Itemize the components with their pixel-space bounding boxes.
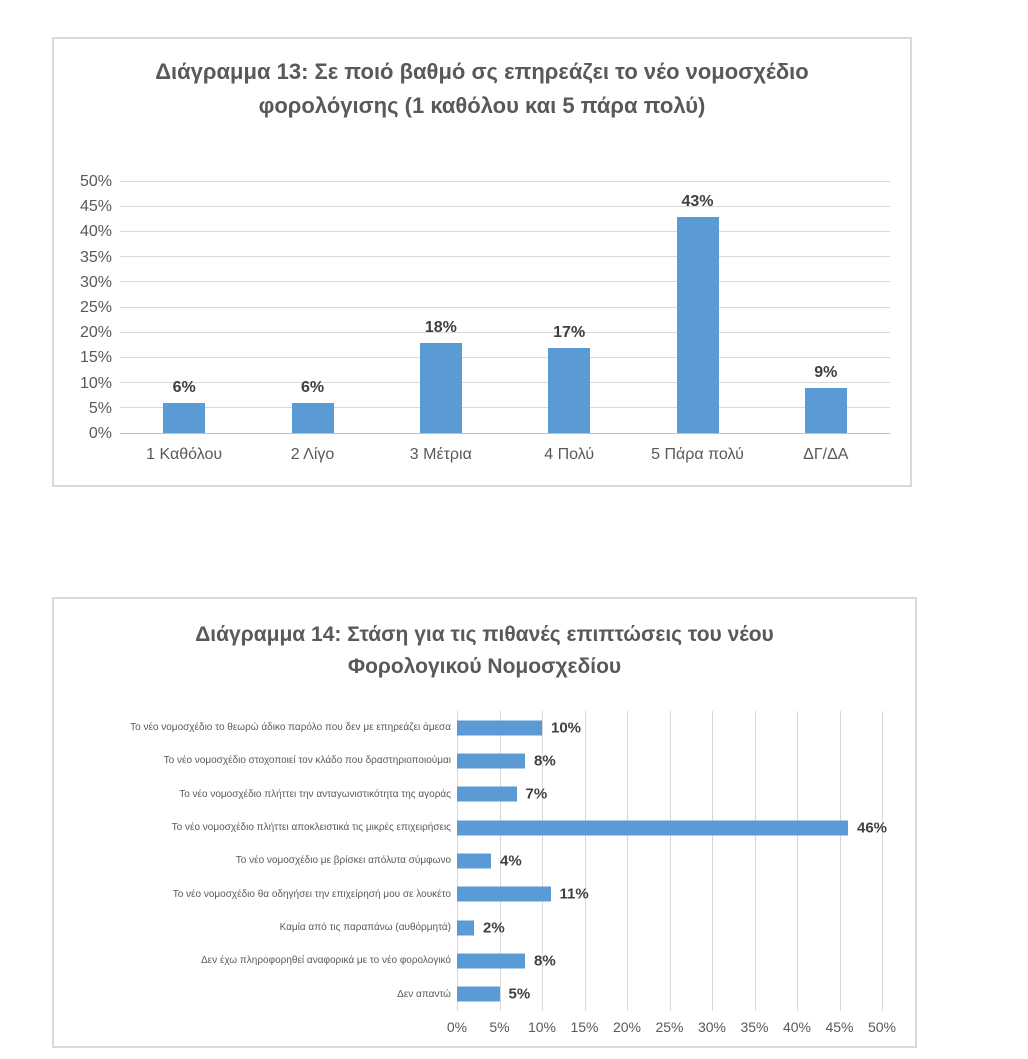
bar bbox=[457, 886, 551, 902]
bar bbox=[457, 720, 542, 736]
y-category-label: Το νέο νομοσχέδιο πλήττει αποκλειστικά τ… bbox=[171, 822, 451, 834]
y-category-label: Το νέο νομοσχέδιο πλήττει την ανταγωνιστ… bbox=[179, 788, 451, 800]
x-category-label: ΔΓ/ΔΑ bbox=[803, 446, 849, 463]
bar-value-label: 11% bbox=[559, 885, 589, 903]
x-tick-label: 20% bbox=[612, 1019, 642, 1035]
bar-value-label: 46% bbox=[857, 819, 888, 837]
y-category-label: Καμία από τις παραπάνω (αυθόρμητά) bbox=[279, 922, 451, 934]
gridline bbox=[754, 711, 756, 1011]
x-category-label: 2 Λίγο bbox=[290, 446, 335, 463]
y-tick-label: 20% bbox=[79, 324, 112, 342]
bar-value-label: 5% bbox=[508, 985, 531, 1003]
y-category-label: Το νέο νομοσχέδιο το θεωρώ άδικο παρόλο … bbox=[130, 722, 451, 734]
x-tick-label: 30% bbox=[697, 1019, 727, 1035]
gridline bbox=[839, 711, 841, 1011]
bar-value-label: 17% bbox=[553, 323, 586, 341]
bar bbox=[291, 402, 334, 433]
chart14-title: Διάγραμμα 14: Στάση για τις πιθανές επιπ… bbox=[195, 623, 774, 678]
chart14-plot-area: 10% 8% 7% 46% 4% 11% 2% 8% 5% bbox=[457, 711, 887, 1011]
x-tick-label: 0% bbox=[446, 1019, 468, 1035]
x-tick-label: 50% bbox=[867, 1019, 897, 1035]
x-category-label: 5 Πάρα πολύ bbox=[651, 446, 744, 463]
y-tick-label: 40% bbox=[79, 223, 112, 241]
gridline bbox=[120, 181, 890, 182]
y-category-label: Το νέο νομοσχέδιο θα οδηγήσει την επιχεί… bbox=[172, 888, 451, 900]
bar bbox=[457, 986, 500, 1002]
bar-value-label: 43% bbox=[681, 193, 714, 211]
bar-value-label: 4% bbox=[500, 852, 522, 870]
x-category-label: 1 Καθόλου bbox=[146, 446, 223, 463]
bar-value-label: 6% bbox=[172, 378, 196, 396]
y-category-label: Το νέο νομοσχέδιο με βρίσκει απόλυτα σύμ… bbox=[235, 855, 451, 867]
x-tick-label: 40% bbox=[782, 1019, 812, 1035]
x-tick-label: 10% bbox=[527, 1019, 557, 1035]
bar-value-label: 8% bbox=[534, 752, 556, 770]
x-tick-label: 5% bbox=[489, 1019, 510, 1035]
bar bbox=[804, 387, 847, 433]
chart14-panel: Διάγραμμα 14: Στάση για τις πιθανές επιπ… bbox=[52, 597, 917, 1048]
x-category-label: 3 Μέτρια bbox=[409, 446, 472, 463]
y-tick-label: 5% bbox=[88, 399, 112, 417]
y-tick-label: 30% bbox=[79, 273, 112, 291]
bar-value-label: 7% bbox=[525, 785, 548, 803]
bar bbox=[457, 753, 525, 769]
y-tick-label: 45% bbox=[79, 198, 112, 216]
bar-value-label: 10% bbox=[551, 719, 582, 737]
gridline bbox=[120, 306, 890, 308]
bar-value-label: 2% bbox=[483, 919, 505, 937]
x-tick-label: 15% bbox=[570, 1019, 599, 1035]
bar-value-label: 18% bbox=[424, 318, 457, 336]
gridline bbox=[669, 711, 671, 1011]
bar bbox=[419, 342, 462, 433]
gridline bbox=[120, 256, 890, 258]
chart13-plot-area: 6% 6% 18% 17% 43% 9% bbox=[120, 181, 890, 434]
x-tick-label: 45% bbox=[825, 1019, 854, 1035]
gridline bbox=[542, 711, 543, 1011]
x-category-label: 4 Πολύ bbox=[544, 446, 595, 463]
bar bbox=[457, 920, 474, 936]
bar-value-label: 9% bbox=[814, 363, 838, 381]
x-tick-label: 25% bbox=[655, 1019, 684, 1035]
gridline bbox=[882, 711, 883, 1011]
y-category-label: Το νέο νομοσχέδιο στοχοποιεί τον κλάδο π… bbox=[163, 755, 451, 767]
bar bbox=[457, 820, 848, 836]
bar bbox=[163, 402, 206, 433]
y-tick-label: 50% bbox=[79, 173, 112, 190]
y-tick-label: 35% bbox=[79, 248, 112, 266]
gridline bbox=[627, 711, 628, 1011]
chart13-title: Διάγραμμα 13: Σε ποιό βαθμό σς επηρεάζει… bbox=[155, 59, 809, 119]
gridline bbox=[120, 406, 890, 408]
gridline bbox=[120, 356, 890, 358]
gridline bbox=[797, 711, 798, 1011]
bar bbox=[676, 217, 719, 433]
x-tick-label: 35% bbox=[740, 1019, 769, 1035]
gridline bbox=[712, 711, 713, 1011]
bar bbox=[457, 786, 517, 802]
bar-value-label: 8% bbox=[534, 952, 556, 970]
chart13-y-axis-labels: 0% 5% 10% 15% 20% 25% 30% 35% 40% 45% 50% bbox=[54, 174, 112, 442]
y-category-label: Δεν απαντώ bbox=[397, 988, 451, 1000]
bar bbox=[548, 347, 591, 433]
y-tick-label: 15% bbox=[79, 349, 112, 367]
gridline bbox=[120, 281, 890, 283]
gridline bbox=[120, 381, 890, 383]
chart14-category-labels: Το νέο νομοσχέδιο το θεωρώ άδικο παρόλο … bbox=[59, 711, 451, 1011]
chart14-x-axis-ticks: 0% 5% 10% 15% 20% 25% 30% 35% 40% 45% 50% bbox=[447, 1019, 896, 1037]
chart13-panel: Διάγραμμα 13: Σε ποιό βαθμό σς επηρεάζει… bbox=[52, 37, 912, 487]
bar bbox=[457, 853, 491, 869]
gridline bbox=[120, 231, 890, 233]
bar-value-label: 6% bbox=[300, 378, 325, 396]
gridline bbox=[499, 711, 501, 1011]
y-tick-label: 0% bbox=[88, 425, 112, 442]
gridline bbox=[120, 206, 890, 208]
gridline bbox=[120, 331, 890, 333]
y-tick-label: 10% bbox=[79, 374, 112, 392]
chart13-x-axis-labels: 1 Καθόλου 2 Λίγο 3 Μέτρια 4 Πολύ 5 Πάρα πολύ… bbox=[120, 446, 890, 464]
gridline bbox=[584, 711, 586, 1011]
y-category-label: Δεν έχω πληροφορηθεί αναφορικά με το νέο… bbox=[200, 955, 451, 967]
y-tick-label: 25% bbox=[79, 299, 112, 316]
bar bbox=[457, 953, 525, 969]
